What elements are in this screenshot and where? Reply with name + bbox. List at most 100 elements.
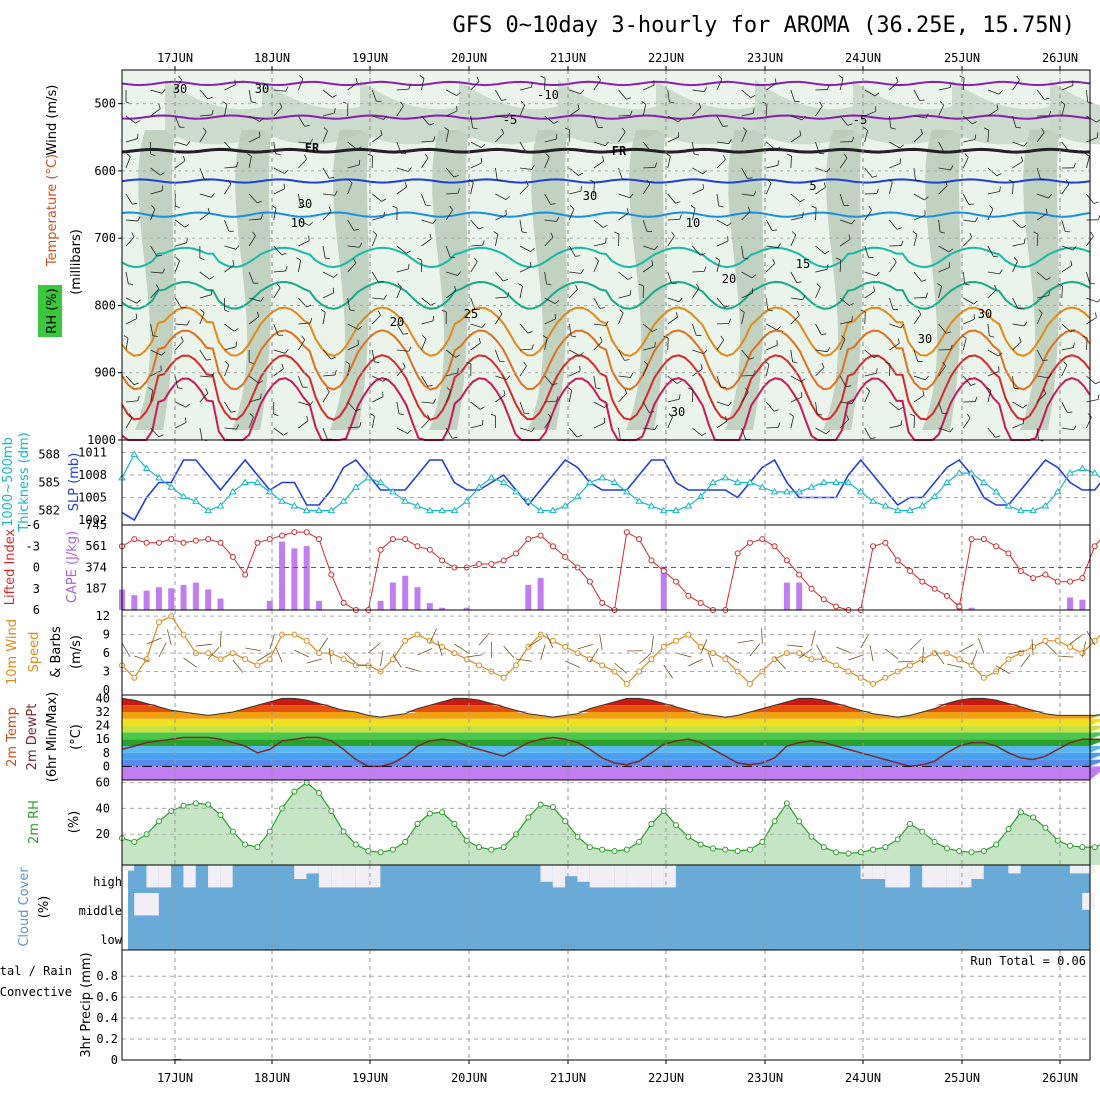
cape-tick-label: 187 [85, 582, 107, 596]
wind-barb-flag [626, 208, 629, 214]
wind-barb [347, 323, 359, 330]
wind-barb-flag [481, 419, 484, 425]
thickness-point [216, 501, 225, 509]
wind-barb [1012, 161, 1023, 169]
wind-barb-flag [476, 76, 480, 82]
wind-barb [716, 339, 725, 351]
isotherm-line [121, 147, 1091, 154]
lifted-index-point [599, 599, 606, 606]
wind-barb-flag [725, 416, 728, 422]
wind-barb-flag [128, 283, 134, 286]
wind-barb-flag [996, 173, 1002, 177]
wind-barb [642, 364, 649, 377]
wind-barb [174, 375, 178, 388]
wind-barb-10m [166, 629, 172, 646]
wind-barb [716, 240, 729, 247]
thickness-point [536, 506, 545, 514]
thickness-point [388, 487, 397, 495]
thickness-point [758, 483, 767, 490]
wind-barb [938, 401, 943, 414]
cape-bar [205, 589, 212, 610]
wind-barb [175, 323, 188, 326]
rh-2m-point [919, 828, 926, 835]
cloud-high-clear [922, 865, 935, 888]
wind-barb [199, 312, 205, 325]
wind-barb [765, 219, 773, 231]
wind-barb [839, 78, 844, 91]
wind-barb [396, 245, 407, 254]
contour-label: 10 [686, 216, 700, 230]
wind-barb [643, 346, 655, 351]
wind-barb-flag [909, 413, 915, 417]
thickness-point [795, 487, 804, 495]
lifted-index-point [180, 539, 187, 546]
thickness-point [549, 506, 557, 514]
rh-2m-point [192, 800, 199, 807]
wind-barb-flag [334, 107, 336, 113]
wind-barb-flag [148, 387, 153, 391]
lifted-index-point [980, 536, 987, 543]
wind-barb-flag [285, 266, 288, 272]
wind-barb-flag [329, 177, 335, 179]
wind-barb-flag [821, 362, 825, 368]
date-label-top: 24JUN [845, 51, 881, 65]
wind-barb-flag [152, 335, 158, 338]
wind-barb-flag [589, 179, 595, 183]
cape-bar [180, 584, 187, 610]
wind-barb [371, 234, 378, 247]
wind-barb [224, 323, 235, 332]
wind-barb-flag [186, 320, 190, 326]
thickness-point [610, 478, 619, 485]
rh-2m-point [771, 818, 778, 825]
wind-barb-flag [126, 153, 131, 158]
wind-barb-flag [643, 361, 649, 366]
wind-barb-flag [851, 399, 855, 404]
wind-barb-10m [257, 652, 272, 662]
wind-barb-flag [876, 368, 878, 374]
wind-barb-flag [792, 361, 798, 364]
lifted-index-point [500, 557, 507, 564]
wind-barb [888, 363, 891, 377]
wind-barb [864, 372, 877, 377]
rh-2m-point [636, 838, 643, 845]
wind-barb [445, 349, 456, 358]
rh-2m-point [943, 845, 950, 852]
wind-barb [716, 115, 724, 127]
cloud-high-clear [368, 865, 381, 888]
li-axis-title: Lifted Index [3, 528, 18, 605]
wind-barb-flag [650, 149, 656, 152]
dewpoint-2m-line [121, 736, 1100, 768]
wind-barb-flag [1070, 329, 1076, 333]
wind-barb [446, 192, 459, 195]
wind-barb [618, 375, 631, 378]
contour-label: -5 [503, 113, 517, 127]
wind-barb [667, 375, 678, 384]
cloud-high-clear [355, 865, 369, 888]
wind-barb [839, 375, 847, 387]
wind-barb [174, 260, 180, 273]
wind-barb-flag [211, 193, 215, 198]
wind-barb-flag [594, 257, 599, 262]
wind-barb-flag [999, 269, 1003, 275]
wind-barb-flag [698, 102, 702, 108]
date-label-top: 25JUN [944, 51, 980, 65]
wind-barb [741, 292, 753, 299]
wind-barb-flag [427, 385, 433, 387]
date-label-top: 18JUN [254, 51, 290, 65]
wind-barb-flag [325, 257, 331, 260]
rh-2m-point [931, 838, 938, 845]
wind-barb-flag [503, 278, 509, 282]
wind-barb-flag [575, 284, 578, 290]
thickness-tick-label: 582 [38, 504, 60, 518]
wind-barb [569, 190, 581, 195]
wind-barb-10m [577, 643, 593, 650]
thickness-point [1004, 501, 1013, 509]
wind-barb-flag [161, 89, 166, 94]
rh-2m-point [968, 849, 975, 856]
wind-barb [667, 235, 675, 247]
cloud-high-clear [158, 865, 172, 888]
wind-barb-10m [232, 659, 244, 673]
wind-barb-flag [1057, 283, 1063, 287]
wind-barb-flag [576, 434, 582, 438]
wind-barb [1086, 137, 1098, 143]
